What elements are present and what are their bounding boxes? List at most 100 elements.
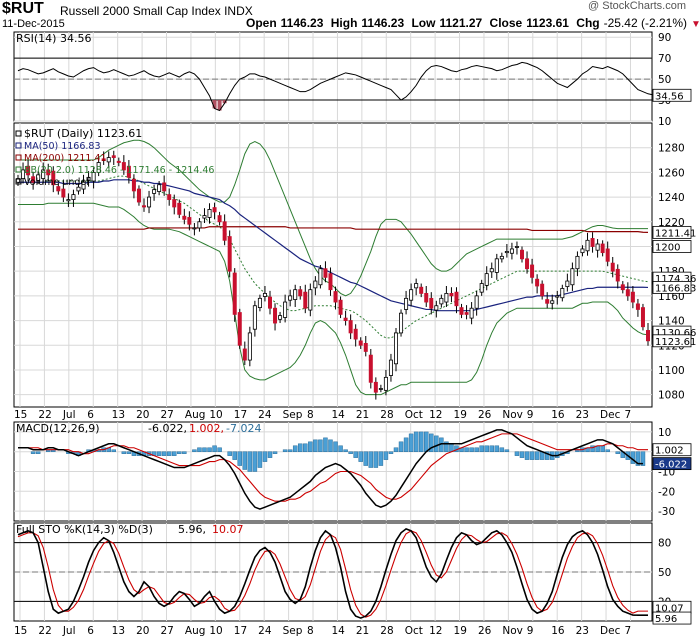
candle-body (635, 303, 640, 310)
candle-body (520, 249, 525, 260)
price-tag-0: 1211.41 (655, 228, 696, 239)
candle-body (36, 174, 41, 181)
rsi-line (17, 61, 659, 112)
candle-body (383, 376, 388, 391)
macd-hist-bar (504, 449, 510, 452)
candle-body (368, 354, 373, 383)
x-tick-label: Oct (405, 409, 423, 421)
macd-hist-bar (35, 451, 41, 454)
candle-body (615, 268, 620, 282)
macd-hist-bar (353, 451, 358, 458)
rsi-tick-label: 10 (658, 116, 671, 128)
candle-body (585, 239, 590, 252)
x-tick-label: Aug (185, 409, 206, 421)
candle-body (76, 186, 81, 192)
macd-hist-bar (494, 445, 500, 452)
macd-signal-line (18, 433, 648, 502)
rsi-tick-label: 50 (658, 74, 671, 86)
candle-body (469, 307, 474, 319)
candle-body (217, 215, 222, 223)
close-label: Close (489, 16, 523, 30)
candle-body (267, 296, 272, 309)
x-tick-label-bottom: 14 (331, 625, 345, 637)
macd-hist-bar (156, 451, 162, 456)
macd-hist-bar (534, 451, 540, 460)
candle-body (61, 188, 66, 198)
x-tick-label: 22 (38, 409, 51, 421)
close-value: 1123.61 (526, 16, 569, 30)
macd-hist-bar (449, 443, 454, 452)
macd-tag-signal-box (652, 443, 692, 457)
macd-hist-bar (292, 445, 298, 452)
candle-body (101, 158, 106, 161)
candle-body (207, 209, 212, 218)
candle-body (288, 295, 293, 301)
macd-hist-bar (30, 451, 36, 454)
candle-body (252, 305, 257, 330)
price-tick-label: 1220 (658, 217, 685, 229)
macd-hist-bar (413, 431, 419, 452)
x-tick-label: 21 (356, 409, 369, 421)
candle-body (595, 243, 600, 251)
x-tick-label: 16 (551, 409, 565, 421)
rsi-last-value: 34.56 (655, 91, 684, 102)
candle-body (590, 238, 595, 247)
macd-hist-bar (197, 447, 202, 452)
x-tick-label: 26 (478, 409, 492, 421)
date-label: 11-Dec-2015 (2, 18, 65, 30)
macd-hist-bar (182, 451, 187, 454)
candle-body (192, 227, 197, 230)
candle-body (152, 189, 157, 194)
x-tick-label: Jul (62, 409, 76, 421)
macd-hist-bar (237, 451, 243, 466)
candle-body (232, 272, 237, 315)
candle-body (499, 255, 504, 260)
candle-body (283, 301, 288, 318)
candle-body (177, 202, 182, 215)
candle-body (293, 289, 298, 300)
candle-body (96, 162, 101, 173)
candle-body (338, 299, 343, 315)
macd-hist-bar (429, 433, 434, 452)
candle-body (71, 194, 76, 200)
legend-swatch (15, 178, 22, 185)
candle-body (449, 292, 454, 297)
candle-body (570, 268, 575, 286)
rsi-tick-label: 90 (658, 32, 671, 44)
macd-hist-bar (166, 451, 172, 456)
x-tick-label: Sep (283, 409, 303, 421)
candle-body (202, 215, 207, 219)
macd-hist-bar (212, 445, 217, 452)
candle-body (474, 295, 479, 309)
candle-body (172, 199, 177, 208)
rsi-legend: RSI(14) 34.56 (16, 32, 91, 45)
sto-legend-k: 5.96, (178, 523, 206, 536)
macd-hist-bar (303, 443, 308, 452)
x-tick-label-bottom: 24 (258, 625, 272, 637)
low-value: 1121.27 (439, 16, 483, 30)
x-tick-label-bottom: 7 (624, 625, 631, 637)
macd-hist-bar (368, 451, 374, 468)
macd-hist-bar (403, 437, 409, 452)
x-tick-label: 23 (576, 409, 589, 421)
candle-body (535, 278, 540, 287)
bb-lower-line (18, 202, 649, 396)
candle-body (625, 289, 630, 297)
open-label: Open (246, 16, 277, 30)
macd-hist-bar (192, 449, 197, 452)
macd-hist-bar (464, 447, 469, 452)
price-tag-1-box (652, 240, 692, 253)
macd-hist-bar (423, 431, 429, 452)
candle-body (323, 268, 328, 278)
macd-hist-bar (252, 451, 258, 472)
price-tick-label: 1260 (658, 167, 685, 179)
candle-body (41, 169, 46, 179)
candle-body (489, 268, 494, 273)
macd-hist-bar (615, 451, 621, 454)
macd-hist-bar (600, 445, 605, 452)
candle-body (550, 300, 555, 304)
macd-hist-bar (444, 441, 449, 452)
candle-body (46, 169, 51, 176)
candle-body (237, 312, 242, 346)
